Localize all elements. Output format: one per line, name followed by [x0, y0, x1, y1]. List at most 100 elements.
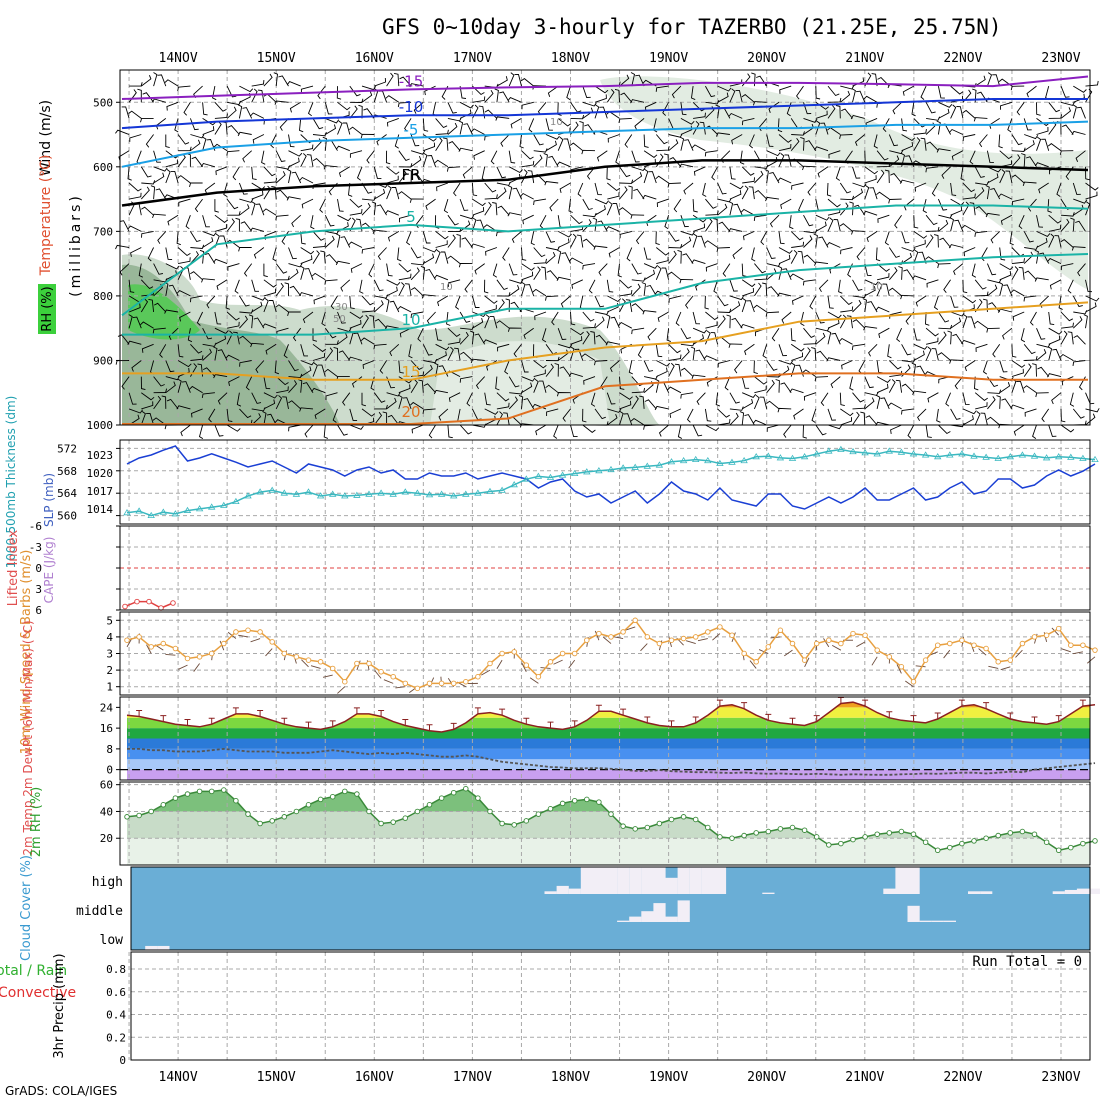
y-tick-label: 500 [93, 96, 113, 109]
wind-barb [324, 215, 335, 227]
wind-barb [668, 139, 679, 152]
wind-barb [130, 247, 142, 257]
wind-barb [189, 118, 199, 131]
wind-barb [502, 247, 510, 261]
wind-barb [777, 265, 783, 280]
wind-barb [778, 360, 793, 365]
wind-barb [349, 319, 362, 329]
wind-barb [471, 217, 477, 232]
wind-barb [533, 247, 546, 258]
wind-barb [335, 260, 350, 266]
rh2m-point [172, 795, 179, 801]
wind-barb [436, 182, 449, 192]
wind10m-speed-point [789, 640, 796, 647]
wind-barb [876, 150, 889, 161]
wind10m-speed-point [632, 617, 638, 624]
wind-barb [1060, 239, 1074, 248]
wind-barb [398, 273, 412, 281]
wind-barb [373, 166, 382, 179]
wind-barb [1047, 143, 1062, 152]
wind-barb [877, 214, 890, 223]
wind-barb [340, 236, 351, 248]
cloud-axis-label: Cloud Cover (%) [19, 855, 34, 961]
wind-barb [793, 408, 804, 420]
wind-barb [1085, 295, 1100, 302]
wind10m-barb [1051, 627, 1060, 636]
wind-barb [1036, 328, 1046, 340]
wind-barb [232, 166, 240, 181]
wind-barb [878, 327, 890, 339]
rh2m-point [511, 822, 517, 828]
wind-barb [1060, 218, 1070, 232]
wind-barb [287, 311, 301, 317]
thickness-point [171, 510, 180, 517]
wind-barb [680, 102, 687, 116]
wind-barb [840, 247, 853, 255]
wind-barb [1036, 102, 1041, 116]
wind-barb [927, 392, 939, 403]
rh-area-upper [600, 76, 1088, 290]
wind-barb [762, 282, 768, 296]
wind-barb [140, 376, 146, 391]
wind-barb [545, 231, 555, 243]
wind-barb [1011, 174, 1025, 184]
wind-barb [705, 263, 718, 272]
wind-barb [950, 206, 963, 216]
wind-barb [1060, 85, 1070, 98]
thickness-point [195, 505, 204, 512]
wind-barb [539, 214, 547, 229]
wind-barb [631, 166, 646, 172]
wind-barb [178, 146, 192, 152]
wind-barb [828, 150, 841, 159]
wind-barb [1041, 138, 1050, 151]
wind-barb [460, 325, 475, 330]
wind-barb [496, 299, 505, 313]
wind-barb [729, 88, 736, 103]
rh2m-point [813, 834, 820, 840]
wind-barb [986, 327, 1000, 333]
wind-barb [556, 392, 571, 397]
wind-barb [920, 85, 927, 100]
wind-barb [667, 271, 682, 281]
cloud-bar-high [580, 867, 593, 894]
wind-barb [521, 271, 534, 281]
wind-barb [153, 388, 168, 394]
wind10m-speed-point [305, 657, 312, 663]
wind-barb [507, 327, 522, 332]
wind-barb [519, 134, 524, 149]
dewpoint-line [127, 747, 1096, 776]
wind-barb [558, 238, 570, 248]
wind-barb [349, 217, 356, 232]
cloud-bar-high [617, 867, 630, 894]
wind-barb [619, 230, 632, 239]
temp-minmax-bar [692, 716, 699, 723]
wind10m-speed-point [705, 629, 711, 635]
rh2m-point [644, 824, 651, 831]
wind-barb [238, 182, 248, 195]
wind10m-speed-point [813, 640, 820, 647]
wind-barb [350, 263, 363, 273]
wind-barb [368, 263, 375, 278]
wind-barb [440, 251, 449, 264]
wind-barb [157, 231, 167, 244]
wind-barb [274, 360, 280, 375]
top-date-label: 14NOV [159, 51, 198, 66]
wind-barb [412, 172, 424, 184]
wind-barb [360, 133, 375, 139]
wind-barb [625, 299, 633, 313]
wind-barb [964, 360, 976, 372]
wind-barb [917, 408, 927, 422]
wind-barb [680, 367, 694, 377]
wind-barb [631, 387, 646, 394]
wind-barb [242, 107, 253, 119]
wind-barb [669, 157, 682, 168]
thickness-point [812, 450, 821, 457]
wind-barb [643, 168, 649, 184]
wind-barb [1036, 126, 1049, 135]
wind-barb [168, 284, 179, 297]
wind10m-speed-point [644, 634, 651, 640]
wind-barb [447, 122, 458, 135]
wind-barb [398, 360, 404, 374]
wind-barb [459, 214, 475, 220]
cloud-bar-middle [665, 916, 678, 922]
